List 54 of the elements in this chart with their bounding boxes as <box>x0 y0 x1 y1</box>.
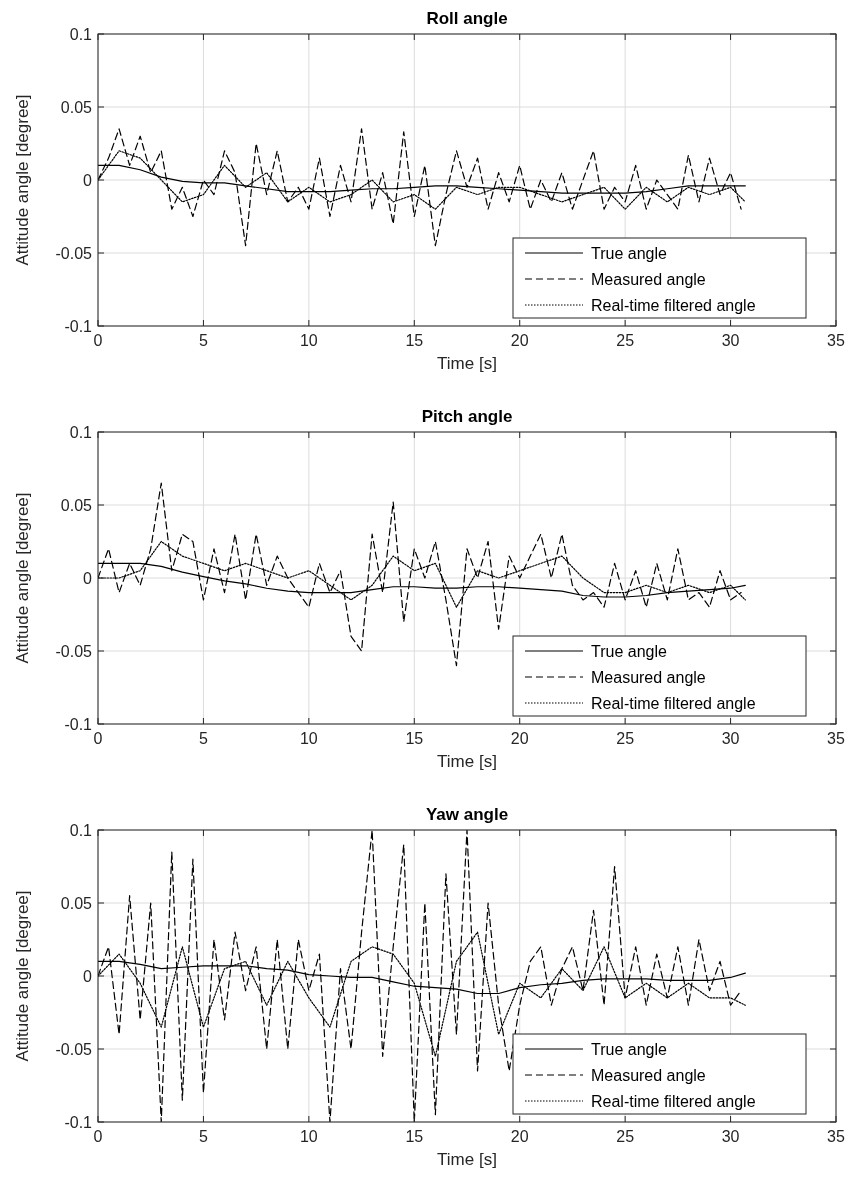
y-tick-label: 0.1 <box>69 26 93 43</box>
y-tick-label: 0 <box>83 570 93 587</box>
x-tick-label: 15 <box>405 1128 424 1145</box>
x-tick-label: 20 <box>510 332 529 349</box>
y-axis-title: Attitude angle [degree] <box>13 94 32 266</box>
x-tick-label: 30 <box>721 1128 740 1145</box>
x-tick-label: 25 <box>616 730 635 747</box>
y-tick-label: -0.1 <box>64 716 93 733</box>
x-axis-title: Time [s] <box>437 752 497 771</box>
x-tick-label: 5 <box>198 730 208 747</box>
x-tick-label: 10 <box>299 1128 318 1145</box>
y-tick-label: 0.05 <box>60 99 93 116</box>
y-tick-label: -0.1 <box>64 1114 93 1131</box>
legend-label: True angle <box>591 1041 667 1058</box>
legend-label: Real-time filtered angle <box>591 297 756 314</box>
chart-title: Pitch angle <box>421 407 513 426</box>
y-tick-label: 0.05 <box>60 895 93 912</box>
x-tick-label: 25 <box>616 332 635 349</box>
legend-label: True angle <box>591 643 667 660</box>
y-tick-label: 0 <box>83 968 93 985</box>
legend-label: Measured angle <box>591 669 706 686</box>
x-tick-label: 10 <box>299 332 318 349</box>
chart-title: Roll angle <box>426 9 508 28</box>
x-tick-label: 10 <box>299 730 318 747</box>
x-tick-label: 35 <box>827 332 845 349</box>
y-tick-label: -0.05 <box>55 1041 93 1058</box>
x-tick-label: 5 <box>198 332 208 349</box>
x-tick-label: 30 <box>721 730 740 747</box>
x-tick-label: 20 <box>510 730 529 747</box>
x-tick-label: 30 <box>721 332 740 349</box>
legend-label: True angle <box>591 245 667 262</box>
x-tick-label: 25 <box>616 1128 635 1145</box>
x-tick-label: 35 <box>827 730 845 747</box>
y-tick-label: 0 <box>83 172 93 189</box>
legend-label: Measured angle <box>591 1067 706 1084</box>
x-tick-label: 35 <box>827 1128 845 1145</box>
legend-label: Real-time filtered angle <box>591 695 756 712</box>
y-tick-label: -0.1 <box>64 318 93 335</box>
y-axis-title: Attitude angle [degree] <box>13 492 32 664</box>
y-tick-label: 0.1 <box>69 424 93 441</box>
x-tick-label: 15 <box>405 332 424 349</box>
y-tick-label: -0.05 <box>55 245 93 262</box>
y-tick-label: -0.05 <box>55 643 93 660</box>
y-axis-title: Attitude angle [degree] <box>13 890 32 1062</box>
legend-label: Real-time filtered angle <box>591 1093 756 1110</box>
x-tick-label: 5 <box>198 1128 208 1145</box>
x-axis-title: Time [s] <box>437 354 497 373</box>
x-tick-label: 20 <box>510 1128 529 1145</box>
legend-label: Measured angle <box>591 271 706 288</box>
chart-title: Yaw angle <box>425 805 509 824</box>
y-tick-label: 0.1 <box>69 822 93 839</box>
x-axis-title: Time [s] <box>437 1150 497 1169</box>
x-tick-label: 15 <box>405 730 424 747</box>
y-tick-label: 0.05 <box>60 497 93 514</box>
